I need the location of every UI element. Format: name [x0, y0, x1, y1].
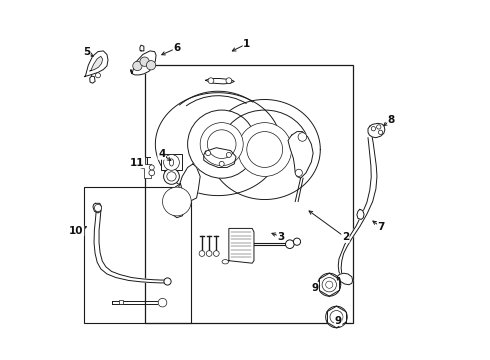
Circle shape [226, 152, 231, 157]
Circle shape [140, 57, 149, 66]
Circle shape [164, 278, 171, 285]
Circle shape [286, 240, 294, 248]
Bar [144, 164, 151, 178]
Circle shape [322, 278, 337, 292]
Polygon shape [170, 184, 186, 218]
Text: 9: 9 [311, 283, 318, 293]
Polygon shape [131, 51, 156, 75]
Polygon shape [90, 56, 102, 71]
Circle shape [208, 78, 214, 84]
Circle shape [377, 125, 381, 129]
Polygon shape [229, 228, 254, 263]
Circle shape [326, 281, 333, 288]
Circle shape [247, 132, 283, 167]
Text: 6: 6 [173, 43, 180, 53]
Polygon shape [90, 76, 95, 83]
Circle shape [205, 150, 211, 156]
Text: 11: 11 [130, 158, 145, 168]
Circle shape [226, 78, 232, 84]
Circle shape [199, 251, 205, 256]
Bar [84, 187, 191, 323]
Circle shape [164, 168, 179, 184]
Circle shape [147, 60, 156, 70]
Polygon shape [205, 78, 234, 84]
Text: 3: 3 [277, 232, 285, 242]
Bar [119, 300, 123, 305]
Ellipse shape [222, 260, 228, 264]
Bar [161, 154, 181, 170]
Polygon shape [209, 99, 320, 199]
Circle shape [167, 172, 176, 181]
Polygon shape [368, 123, 385, 138]
Text: 2: 2 [342, 232, 349, 242]
Polygon shape [93, 203, 101, 213]
Circle shape [298, 133, 307, 141]
Polygon shape [84, 51, 108, 77]
Text: 8: 8 [388, 115, 395, 125]
Text: 9: 9 [335, 316, 342, 325]
Text: 1: 1 [243, 39, 250, 49]
Circle shape [219, 161, 224, 166]
Circle shape [96, 73, 100, 78]
Circle shape [149, 165, 154, 170]
Ellipse shape [170, 159, 173, 166]
Polygon shape [155, 93, 281, 195]
Polygon shape [179, 164, 200, 202]
Polygon shape [94, 211, 167, 283]
Circle shape [330, 311, 343, 323]
Text: 5: 5 [83, 46, 90, 57]
Circle shape [294, 238, 300, 245]
Text: 10: 10 [69, 226, 84, 236]
Circle shape [200, 123, 243, 166]
Circle shape [164, 154, 179, 170]
Polygon shape [337, 273, 353, 285]
Circle shape [214, 251, 219, 256]
Circle shape [149, 170, 155, 176]
Circle shape [207, 130, 236, 158]
Polygon shape [288, 132, 313, 178]
Circle shape [158, 298, 167, 307]
Polygon shape [357, 210, 364, 220]
Circle shape [133, 61, 142, 71]
Text: 4: 4 [158, 149, 166, 159]
Text: 7: 7 [378, 222, 385, 232]
Bar [145, 65, 353, 323]
Circle shape [378, 130, 383, 134]
Polygon shape [204, 148, 236, 167]
Circle shape [326, 306, 347, 328]
Circle shape [371, 127, 375, 131]
Polygon shape [140, 45, 144, 51]
Circle shape [188, 110, 256, 178]
Polygon shape [338, 138, 377, 280]
Circle shape [295, 169, 302, 176]
Circle shape [95, 204, 101, 212]
Circle shape [238, 123, 292, 176]
Circle shape [206, 251, 212, 256]
Circle shape [318, 273, 341, 296]
Circle shape [163, 187, 191, 216]
